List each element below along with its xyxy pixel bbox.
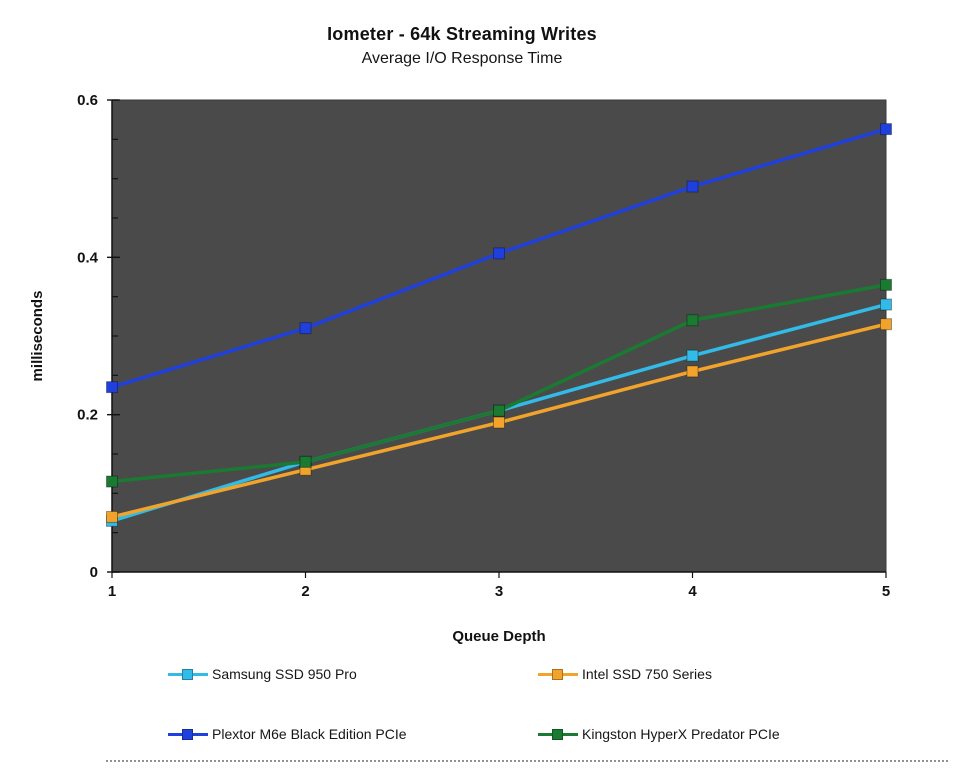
x-tick-label: 4 [688,583,697,600]
plot-area [111,99,887,573]
legend-label: Intel SSD 750 Series [582,666,712,682]
series-marker [106,381,118,394]
y-tick-label: 0.4 [77,249,99,266]
series-marker [299,455,312,468]
chart-header: Iometer - 64k Streaming Writes Average I… [0,24,924,68]
x-tick-label: 1 [108,583,116,600]
series-marker [880,298,892,311]
y-axis-title: milliseconds [29,291,46,382]
legend-marker-icon [168,668,208,681]
legend-item-plextor: Plextor M6e Black Edition PCIe [168,726,538,742]
series-marker [299,322,312,335]
series-marker [106,510,118,523]
legend-marker-icon [168,728,208,741]
series-marker [880,318,892,331]
legend-item-intel: Intel SSD 750 Series [538,666,780,682]
series-marker [686,365,699,378]
series-marker [493,247,505,260]
x-tick-label: 2 [301,583,309,600]
series-marker [880,278,892,291]
series-marker [106,475,118,488]
series-marker [686,349,699,362]
legend-marker-icon [538,728,578,741]
chart-legend: Samsung SSD 950 Pro Intel SSD 750 Series… [168,666,780,742]
series-marker [686,180,699,193]
chart-subtitle: Average I/O Response Time [361,50,563,67]
x-axis-title: Queue Depth [452,628,545,645]
legend-item-kingston: Kingston HyperX Predator PCIe [538,726,780,742]
y-tick-label: 0.6 [77,92,98,109]
series-marker [880,123,892,136]
y-tick-label: 0.2 [77,407,98,424]
legend-item-samsung: Samsung SSD 950 Pro [168,666,538,682]
x-tick-label: 5 [882,583,890,600]
y-tick-label: 0 [90,564,98,581]
legend-label: Kingston HyperX Predator PCIe [582,726,780,742]
legend-marker-icon [538,668,578,681]
x-tick-label: 3 [495,583,503,600]
series-marker [686,314,699,327]
scan-artifact-dotted-line [106,760,948,762]
series-marker [493,404,505,417]
series-marker [493,416,505,429]
chart-title: Iometer - 64k Streaming Writes [327,24,597,44]
legend-label: Plextor M6e Black Edition PCIe [212,726,407,742]
legend-label: Samsung SSD 950 Pro [212,666,357,682]
